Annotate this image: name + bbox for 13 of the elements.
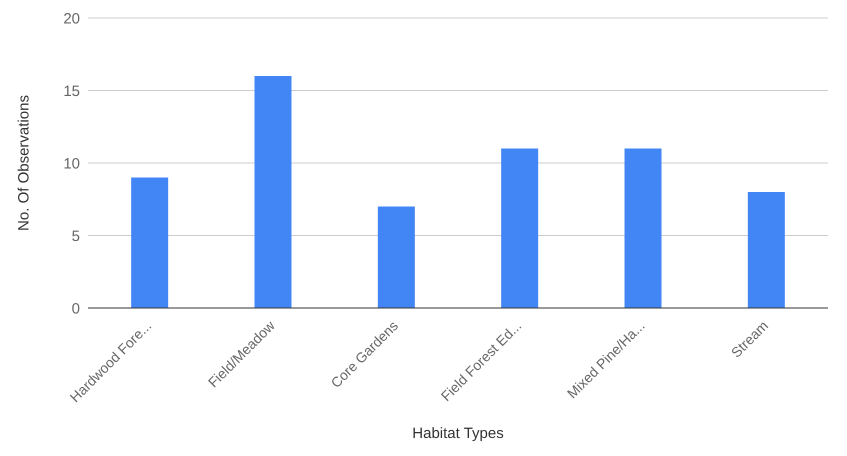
bar bbox=[748, 192, 785, 308]
bar bbox=[378, 206, 415, 308]
y-axis-title: No. Of Observations bbox=[15, 95, 32, 231]
y-tick-label: 20 bbox=[63, 10, 80, 28]
x-axis-title: Habitat Types bbox=[412, 425, 504, 442]
bar bbox=[624, 148, 662, 308]
y-tick-label: 0 bbox=[72, 300, 80, 318]
bar bbox=[501, 148, 538, 308]
bar bbox=[254, 76, 292, 308]
y-tick-label: 5 bbox=[72, 228, 80, 245]
y-tick-label: 10 bbox=[63, 155, 80, 172]
y-tick-label: 15 bbox=[63, 82, 80, 100]
bar bbox=[131, 178, 168, 308]
